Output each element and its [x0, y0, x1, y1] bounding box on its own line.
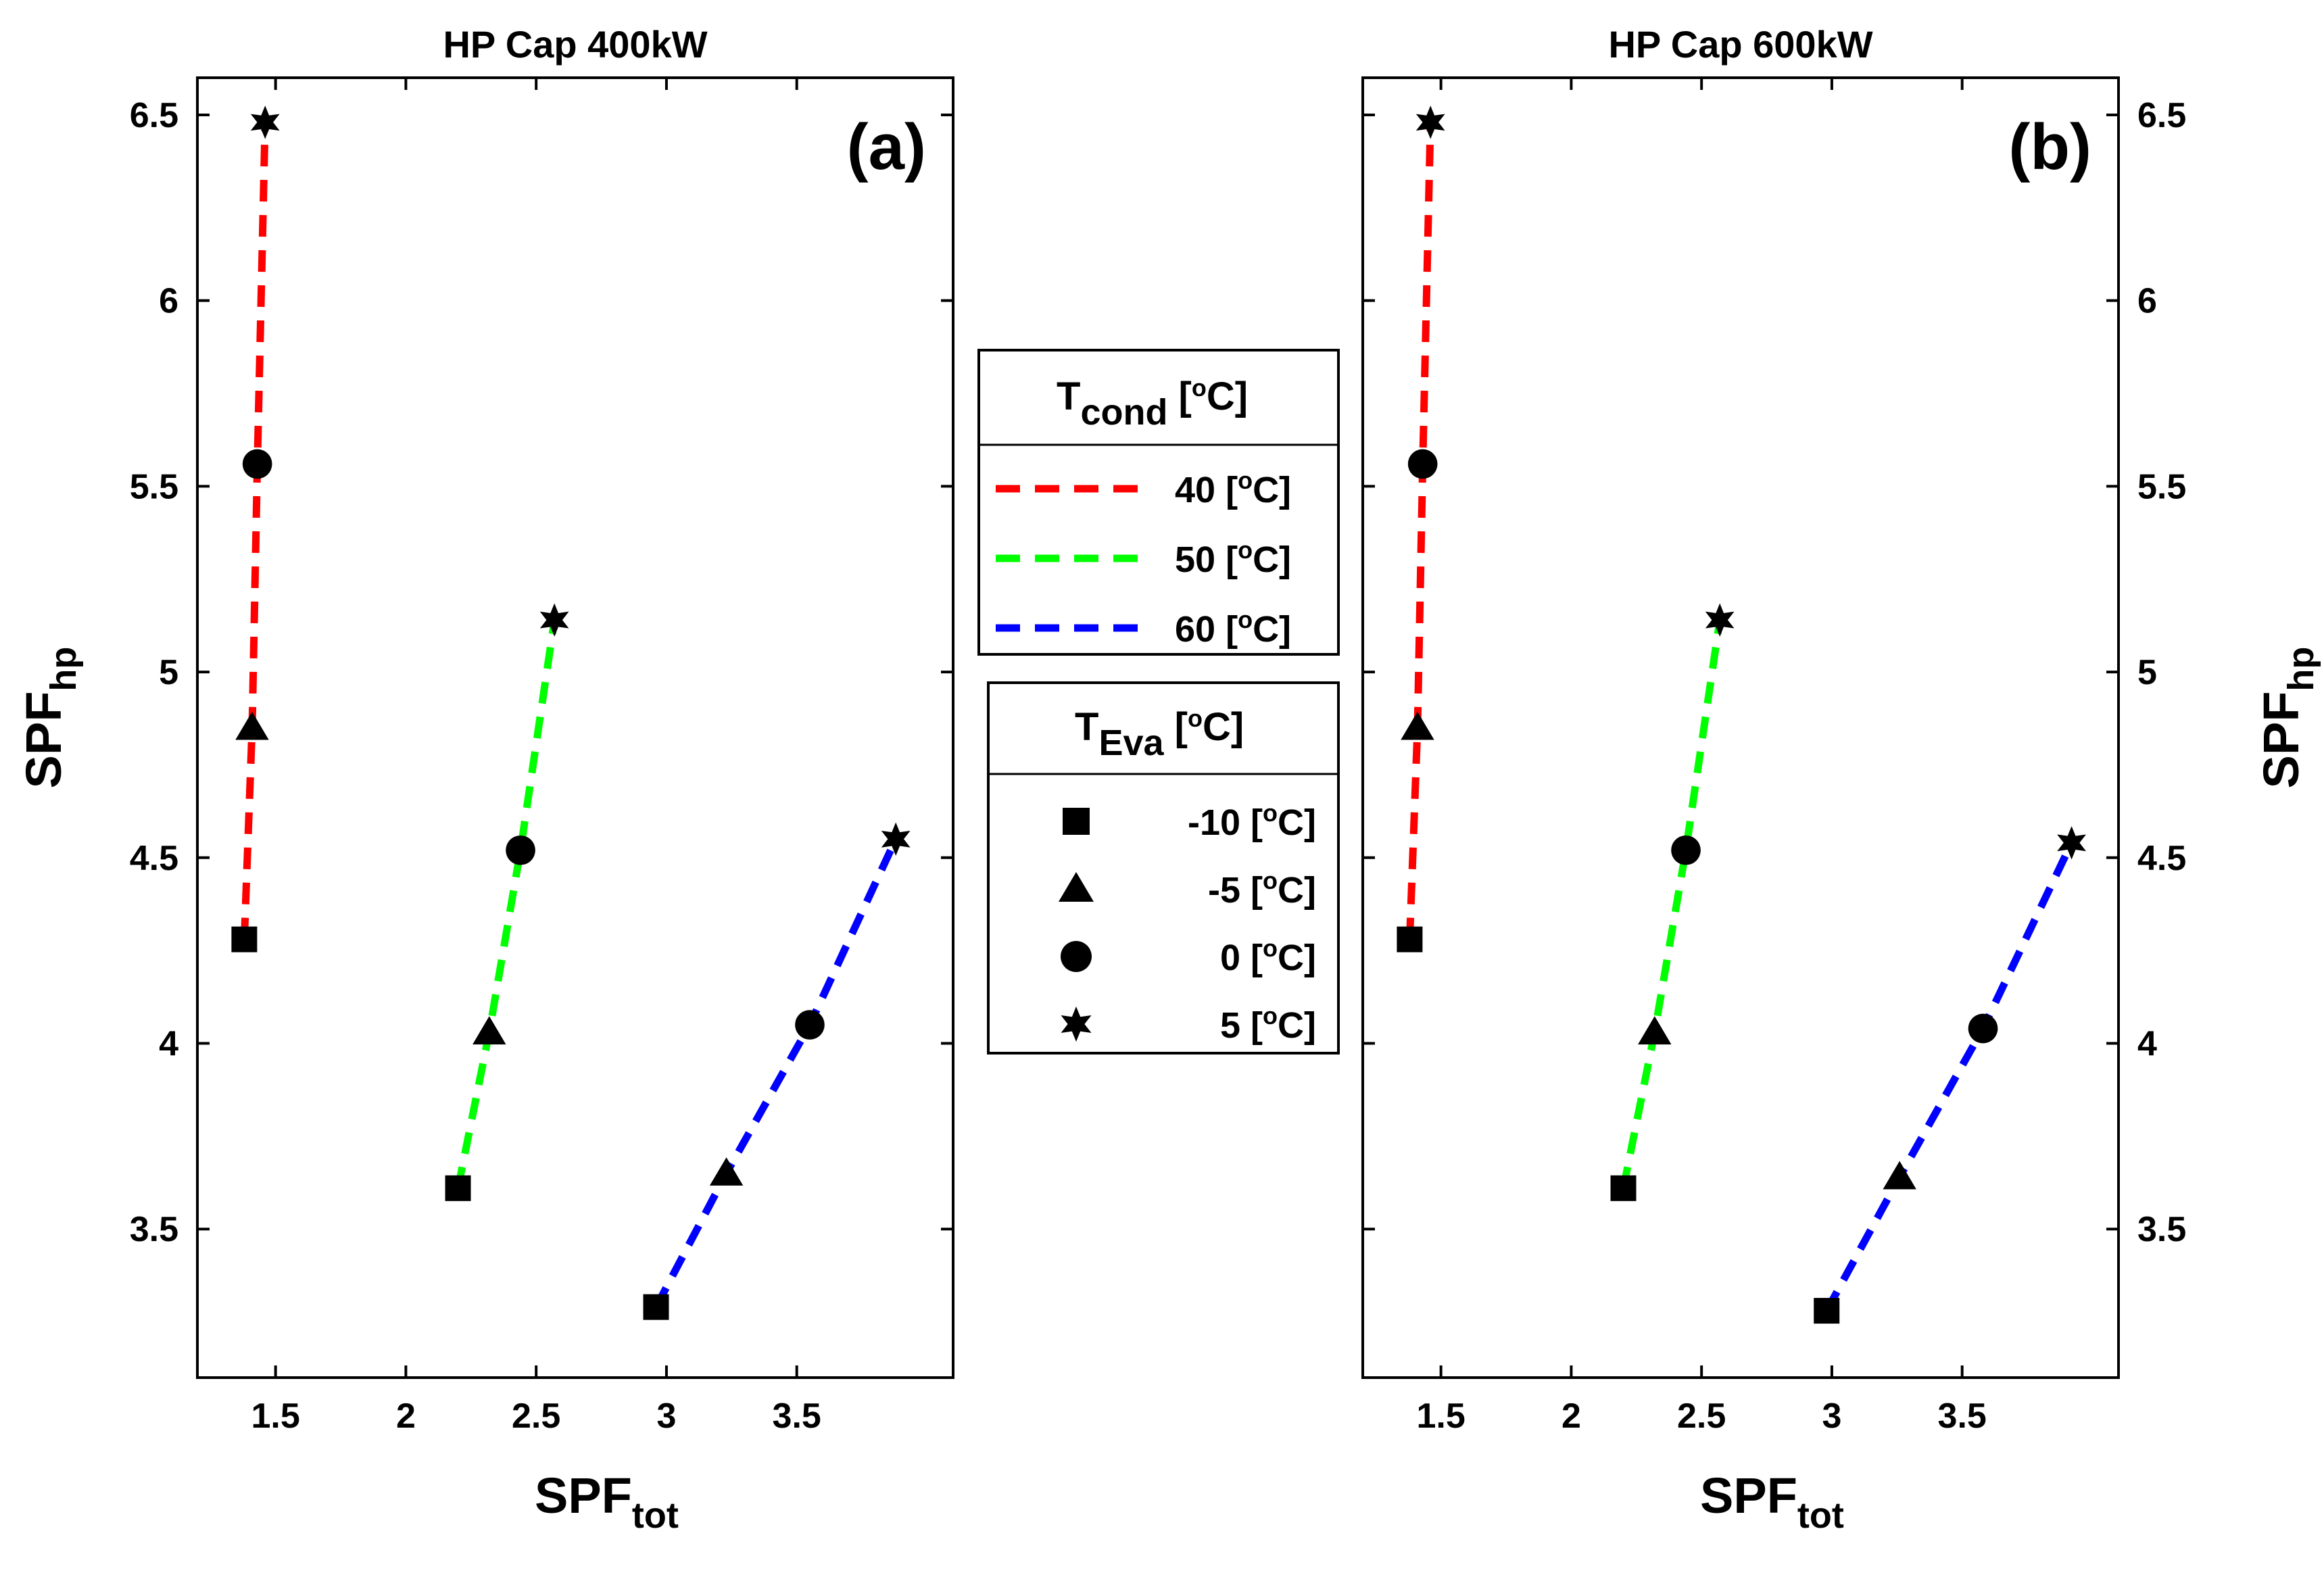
legend-evaporation: TEva [oC] -10 [oC] -5 [oC] 0 [oC] 5 [oC] [987, 681, 1340, 1055]
y-tick-label: 3.5 [130, 1210, 178, 1249]
legend-title: TEva [oC] [1075, 704, 1244, 763]
plot-frame [1361, 76, 2120, 1379]
chart-title: HP Cap 600kW [1608, 23, 1872, 66]
legend-label: 40 [oC] [1175, 466, 1291, 510]
x-tick-label: 3.5 [773, 1397, 821, 1436]
data-point-hexagram [881, 822, 911, 856]
data-point-square [1814, 1298, 1840, 1324]
panel-label: (a) [847, 111, 926, 183]
data-point-hexagram [250, 105, 280, 139]
data-point-square [643, 1294, 669, 1320]
data-point-hexagram [1705, 603, 1735, 637]
data-point-square [231, 926, 258, 952]
x-tick-label: 2 [396, 1397, 416, 1436]
y-tick-label: 4.5 [130, 839, 178, 878]
data-point-triangle [1638, 1016, 1672, 1045]
data-point-circle [795, 1010, 825, 1040]
data-point-square [1397, 926, 1423, 952]
y-tick-label: 5 [159, 653, 178, 692]
y-tick-label: 4 [159, 1025, 178, 1064]
chart-panel-b: 1.5 2 2.5 3 3.5 3.5 4 4.5 5 5.5 6 6.5 HP Cap 600kW (b… [1361, 23, 2321, 1536]
series-line-2 [454, 619, 558, 1189]
y-tick-label: 5.5 [2137, 467, 2186, 506]
y-tick-label: 6 [2137, 282, 2157, 321]
data-point-square [445, 1175, 471, 1201]
x-tick-label: 1.5 [251, 1397, 300, 1436]
legend-label: 0 [oC] [1220, 934, 1316, 978]
y-axis-label: SPFhp [16, 647, 84, 789]
legend-label: -5 [oC] [1208, 867, 1316, 911]
legend-label: 60 [oC] [1175, 606, 1291, 650]
data-point-hexagram [539, 603, 569, 637]
data-point-circle [1968, 1013, 1998, 1044]
x-axis-label: SPFtot [1700, 1468, 1844, 1536]
x-tick-label: 2.5 [512, 1397, 560, 1436]
series-line-2 [1620, 619, 1724, 1189]
y-tick-label: 5.5 [130, 467, 178, 506]
x-axis-label: SPFtot [535, 1468, 679, 1536]
series-line-3 [652, 837, 900, 1309]
data-point-triangle [235, 711, 269, 740]
data-point-triangle [1401, 711, 1434, 740]
y-axis-label: SPFhp [2253, 647, 2321, 789]
data-point-triangle [473, 1016, 506, 1045]
data-point-triangle [709, 1157, 744, 1186]
legend-label: 5 [oC] [1220, 1002, 1316, 1046]
y-axis-label-group: SPFhp [16, 647, 84, 789]
legend-marker-triangle [1059, 872, 1094, 902]
legend-condensation: Tcond [oC] 40 [oC] 50 [oC] 60 [oC] [977, 349, 1340, 656]
x-tick-label: 2 [1562, 1397, 1581, 1436]
panel-label: (b) [2008, 111, 2091, 183]
x-tick-label: 3.5 [1938, 1397, 1987, 1436]
data-point-circle [1407, 449, 1438, 479]
y-tick-label: 4 [2137, 1025, 2157, 1064]
y-axis-label-group: SPFhp [2253, 647, 2321, 789]
legend-title: Tcond [oC] [1057, 374, 1248, 433]
legend-marker-hexagram [1061, 1007, 1092, 1042]
y-tick-label: 3.5 [2137, 1210, 2186, 1249]
series-line-1 [1405, 122, 1434, 940]
x-tick-label: 3 [656, 1397, 676, 1436]
legend-marker-square [1063, 808, 1090, 835]
y-tick-label: 6.5 [2137, 96, 2186, 135]
legend-label: -10 [oC] [1188, 799, 1316, 843]
x-tick-label: 1.5 [1417, 1397, 1466, 1436]
data-point-circle [1671, 835, 1701, 865]
plot-frame [196, 76, 954, 1379]
chart-panel-a: 1.5 2 2.5 3 3.5 3.5 4 4.5 5 5.5 6 6.5 HP Cap 400kW (a… [16, 23, 954, 1536]
legend-frame [977, 349, 1340, 656]
data-point-hexagram [2057, 826, 2086, 860]
chart-title: HP Cap 400kW [443, 23, 707, 66]
y-tick-label: 6 [159, 282, 178, 321]
x-tick-label: 3 [1822, 1397, 1841, 1436]
data-point-circle [506, 835, 535, 865]
data-point-triangle [1883, 1161, 1916, 1190]
series-line-3 [1823, 841, 2075, 1313]
y-tick-label: 4.5 [2137, 839, 2186, 878]
data-point-hexagram [1415, 105, 1445, 139]
legend-marker-circle [1061, 941, 1092, 972]
x-tick-label: 2.5 [1677, 1397, 1726, 1436]
legend-frame [987, 681, 1340, 1055]
series-line-1 [240, 122, 269, 940]
data-point-square [1610, 1175, 1637, 1201]
data-point-circle [242, 449, 272, 479]
y-tick-label: 5 [2137, 653, 2157, 692]
legend-label: 50 [oC] [1175, 536, 1291, 580]
y-tick-label: 6.5 [130, 96, 178, 135]
